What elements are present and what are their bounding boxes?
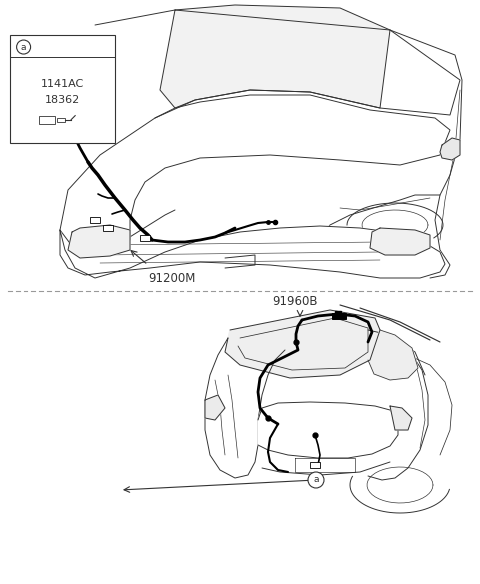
Bar	[57, 117, 65, 121]
Polygon shape	[225, 310, 380, 378]
Text: a: a	[21, 43, 26, 51]
Polygon shape	[440, 138, 460, 160]
Polygon shape	[68, 225, 130, 258]
Bar	[310, 462, 320, 468]
Polygon shape	[390, 406, 412, 430]
Text: 1141AC: 1141AC	[41, 79, 84, 89]
Polygon shape	[205, 395, 225, 420]
Circle shape	[17, 40, 31, 54]
Bar	[10, 35, 115, 143]
Polygon shape	[258, 402, 398, 458]
Polygon shape	[60, 226, 445, 278]
Bar	[140, 235, 150, 241]
Text: 91200M: 91200M	[148, 272, 195, 285]
Text: a: a	[313, 475, 319, 485]
Text: 18362: 18362	[45, 95, 80, 105]
Bar	[103, 225, 113, 231]
Polygon shape	[368, 330, 418, 380]
Polygon shape	[160, 5, 390, 108]
Bar	[90, 217, 100, 223]
Bar	[332, 313, 346, 319]
Bar	[39, 116, 55, 124]
Polygon shape	[370, 228, 430, 255]
Text: 91960B: 91960B	[272, 295, 318, 308]
Circle shape	[308, 472, 324, 488]
